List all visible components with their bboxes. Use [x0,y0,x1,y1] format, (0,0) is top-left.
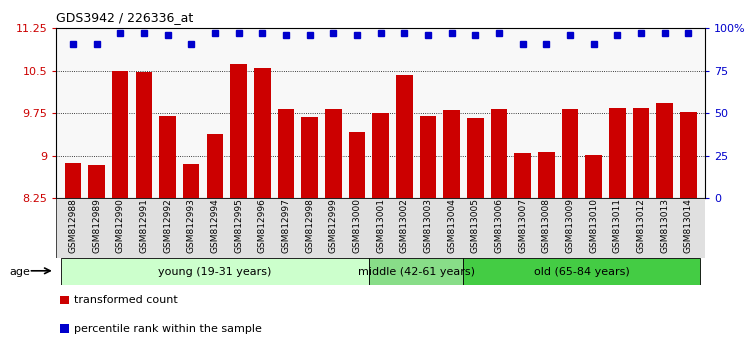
Text: GSM812990: GSM812990 [116,198,124,253]
Bar [656,103,673,198]
Text: percentile rank within the sample: percentile rank within the sample [74,324,261,333]
Text: GSM813003: GSM813003 [424,198,433,253]
Bar [183,164,200,198]
Text: GSM813014: GSM813014 [684,198,693,253]
Bar [369,258,464,285]
Bar [538,152,555,198]
Bar [206,134,224,198]
Text: GSM813005: GSM813005 [471,198,480,253]
Bar [61,258,369,285]
Text: transformed count: transformed count [74,295,177,305]
Text: GSM812989: GSM812989 [92,198,101,253]
Text: GSM813009: GSM813009 [566,198,574,253]
Bar [254,68,271,198]
Text: GSM812996: GSM812996 [258,198,267,253]
Text: GSM813008: GSM813008 [542,198,550,253]
Text: GSM812991: GSM812991 [140,198,148,253]
Bar [230,64,247,198]
Text: GSM813001: GSM813001 [376,198,386,253]
Bar [467,118,484,198]
Bar [64,162,81,198]
Bar [443,110,460,198]
Text: GSM812993: GSM812993 [187,198,196,253]
Text: GDS3942 / 226336_at: GDS3942 / 226336_at [56,11,194,24]
Text: GSM812995: GSM812995 [234,198,243,253]
Bar [349,132,365,198]
Text: GSM813006: GSM813006 [494,198,503,253]
Text: young (19-31 years): young (19-31 years) [158,267,272,277]
Text: GSM813010: GSM813010 [590,198,598,253]
Bar [562,109,578,198]
Bar [112,71,128,198]
Text: GSM812994: GSM812994 [211,198,220,253]
Bar [88,165,105,198]
Bar [680,112,697,198]
Bar [302,117,318,198]
Text: age: age [10,267,31,277]
Text: old (65-84 years): old (65-84 years) [534,267,630,277]
Text: GSM813000: GSM813000 [352,198,362,253]
Bar [136,73,152,198]
Text: GSM813012: GSM813012 [637,198,646,253]
Text: GSM812997: GSM812997 [281,198,290,253]
Text: GSM812988: GSM812988 [68,198,77,253]
Bar [396,75,412,198]
Bar [420,116,436,198]
Text: GSM813011: GSM813011 [613,198,622,253]
Bar [586,155,602,198]
Bar [490,109,507,198]
Bar [464,258,700,285]
Bar [633,108,650,198]
Bar [159,116,176,198]
Bar [514,153,531,198]
Bar [609,108,625,198]
Bar [278,109,294,198]
Text: GSM813007: GSM813007 [518,198,527,253]
Bar [56,198,705,258]
Text: GSM813002: GSM813002 [400,198,409,253]
Text: GSM812998: GSM812998 [305,198,314,253]
Text: GSM813013: GSM813013 [660,198,669,253]
Text: GSM812992: GSM812992 [163,198,172,253]
Text: GSM813004: GSM813004 [447,198,456,253]
Bar [325,109,341,198]
Text: GSM812999: GSM812999 [328,198,338,253]
Text: middle (42-61 years): middle (42-61 years) [358,267,475,277]
Bar [372,113,389,198]
